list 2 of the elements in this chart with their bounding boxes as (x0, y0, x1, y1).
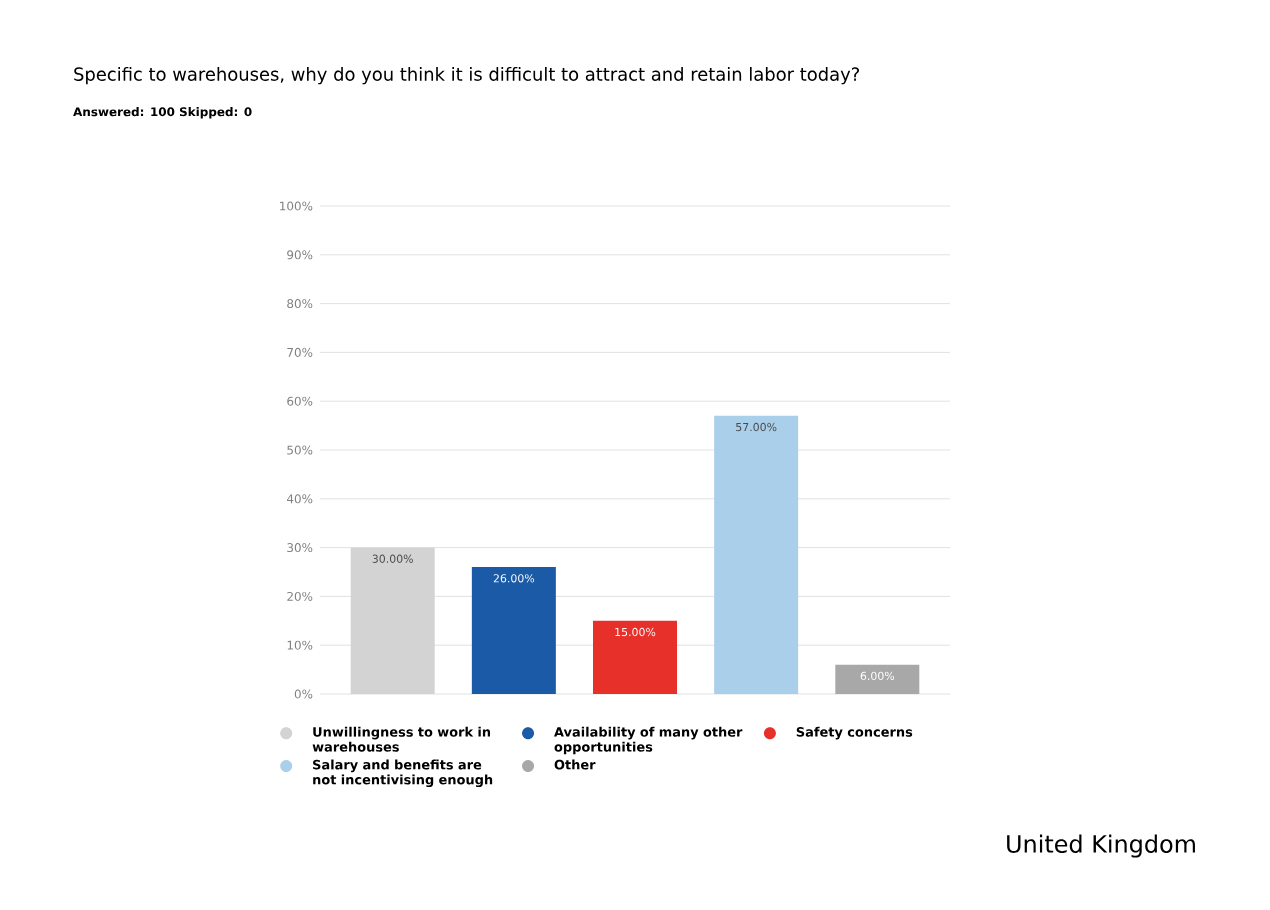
chart-title: Specific to warehouses, why do you think it is difficult to attract and retain labor today? (74, 67, 860, 85)
text: United Kingdom (1007, 834, 1195, 858)
